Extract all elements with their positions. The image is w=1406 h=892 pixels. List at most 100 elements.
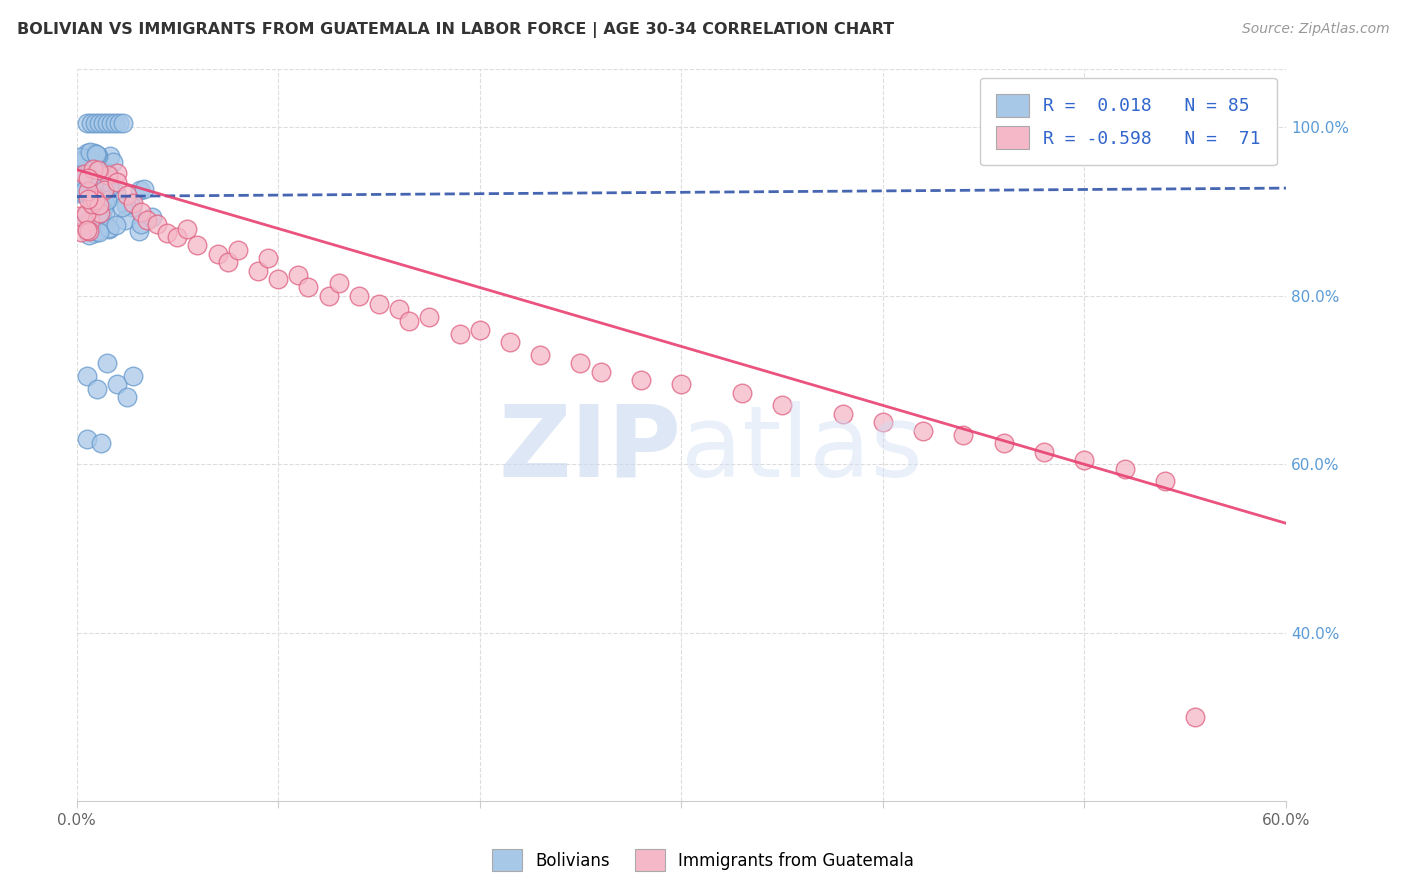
Point bbox=[76, 116, 98, 130]
Point bbox=[87, 197, 110, 211]
Point bbox=[86, 207, 108, 221]
Point bbox=[156, 226, 179, 240]
Point bbox=[97, 221, 120, 235]
Point bbox=[77, 192, 100, 206]
Point bbox=[75, 220, 97, 235]
Point bbox=[82, 193, 104, 207]
Point bbox=[1154, 474, 1177, 488]
Point bbox=[129, 183, 152, 197]
Point bbox=[104, 218, 127, 232]
Point bbox=[70, 225, 93, 239]
Point bbox=[108, 116, 131, 130]
Point bbox=[97, 166, 120, 180]
Point bbox=[114, 212, 136, 227]
Point bbox=[111, 116, 134, 130]
Point bbox=[100, 116, 122, 130]
Point bbox=[77, 161, 100, 175]
Point bbox=[84, 186, 107, 201]
Point bbox=[79, 214, 101, 228]
Point bbox=[104, 116, 127, 130]
Point bbox=[69, 157, 91, 171]
Point bbox=[72, 184, 94, 198]
Point bbox=[589, 365, 612, 379]
Point bbox=[67, 167, 90, 181]
Point bbox=[129, 217, 152, 231]
Point bbox=[367, 297, 389, 311]
Point bbox=[98, 179, 121, 194]
Point bbox=[83, 146, 105, 161]
Point bbox=[115, 198, 138, 212]
Point bbox=[79, 186, 101, 200]
Point bbox=[569, 356, 592, 370]
Point bbox=[82, 161, 104, 176]
Point bbox=[831, 407, 853, 421]
Point bbox=[72, 154, 94, 169]
Point bbox=[84, 183, 107, 197]
Point bbox=[770, 398, 793, 412]
Point bbox=[79, 116, 101, 130]
Point bbox=[76, 222, 98, 236]
Point bbox=[79, 145, 101, 159]
Point bbox=[122, 196, 145, 211]
Point bbox=[630, 373, 652, 387]
Point bbox=[83, 116, 105, 130]
Point bbox=[418, 310, 440, 324]
Point bbox=[82, 174, 104, 188]
Point bbox=[105, 377, 128, 392]
Point bbox=[529, 348, 551, 362]
Point bbox=[97, 168, 120, 182]
Point bbox=[105, 175, 128, 189]
Point bbox=[1033, 444, 1056, 458]
Point bbox=[91, 116, 114, 130]
Point bbox=[91, 208, 114, 222]
Point bbox=[872, 415, 894, 429]
Point bbox=[97, 222, 120, 236]
Point bbox=[87, 203, 110, 218]
Point bbox=[76, 145, 98, 160]
Point bbox=[1114, 461, 1136, 475]
Text: BOLIVIAN VS IMMIGRANTS FROM GUATEMALA IN LABOR FORCE | AGE 30-34 CORRELATION CHA: BOLIVIAN VS IMMIGRANTS FROM GUATEMALA IN… bbox=[17, 22, 894, 38]
Point bbox=[84, 193, 107, 207]
Point bbox=[141, 210, 163, 224]
Point bbox=[94, 206, 117, 220]
Point bbox=[89, 178, 111, 193]
Point bbox=[297, 280, 319, 294]
Point bbox=[129, 204, 152, 219]
Point bbox=[84, 191, 107, 205]
Legend: R =  0.018   N = 85, R = -0.598   N =  71: R = 0.018 N = 85, R = -0.598 N = 71 bbox=[980, 78, 1277, 166]
Point bbox=[83, 226, 105, 240]
Point bbox=[246, 263, 269, 277]
Point bbox=[952, 427, 974, 442]
Point bbox=[82, 197, 104, 211]
Point bbox=[105, 165, 128, 179]
Point bbox=[87, 149, 110, 163]
Point bbox=[186, 238, 208, 252]
Point bbox=[328, 277, 350, 291]
Point bbox=[98, 149, 121, 163]
Point bbox=[115, 390, 138, 404]
Point bbox=[105, 186, 128, 201]
Point bbox=[101, 154, 124, 169]
Point bbox=[93, 202, 115, 217]
Point bbox=[77, 228, 100, 243]
Point bbox=[94, 197, 117, 211]
Point bbox=[86, 223, 108, 237]
Point bbox=[166, 230, 188, 244]
Point bbox=[122, 368, 145, 383]
Point bbox=[98, 172, 121, 186]
Point bbox=[89, 206, 111, 220]
Point bbox=[86, 162, 108, 177]
Point bbox=[67, 169, 90, 184]
Point bbox=[96, 116, 118, 130]
Point bbox=[75, 151, 97, 165]
Point bbox=[347, 289, 370, 303]
Point bbox=[226, 243, 249, 257]
Point bbox=[87, 210, 110, 224]
Point bbox=[77, 224, 100, 238]
Point bbox=[76, 368, 98, 383]
Point bbox=[67, 172, 90, 186]
Point bbox=[73, 217, 96, 231]
Point bbox=[67, 209, 90, 223]
Legend: Bolivians, Immigrants from Guatemala: Bolivians, Immigrants from Guatemala bbox=[484, 841, 922, 880]
Point bbox=[83, 208, 105, 222]
